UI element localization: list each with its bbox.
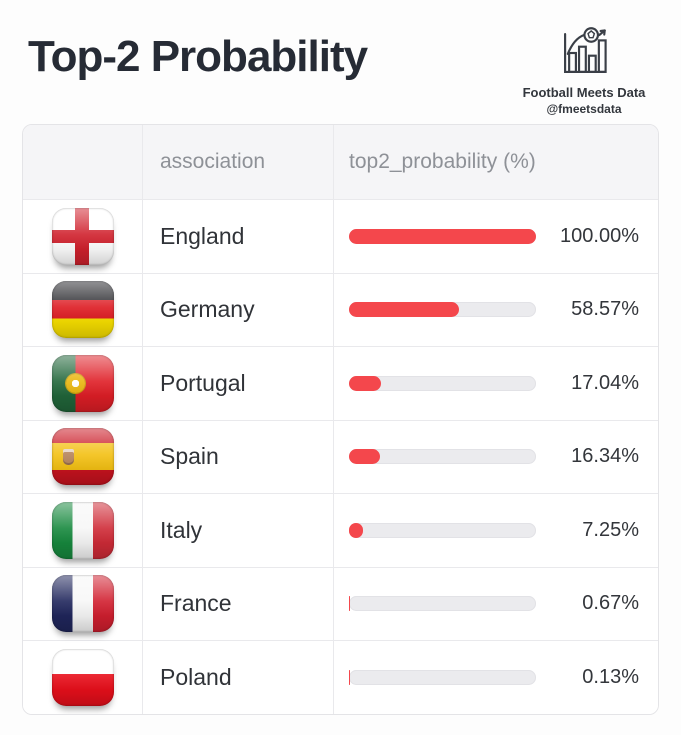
table-row: Poland 0.13% — [23, 640, 658, 714]
association-name: England — [142, 200, 333, 273]
italy-flag-icon — [51, 501, 114, 559]
brand-handle: @fmeetsdata — [546, 102, 622, 116]
probability-value: 16.34% — [571, 445, 639, 468]
header-association-column: association — [142, 125, 333, 199]
table-row: Germany 58.57% — [23, 272, 658, 347]
germany-flag-icon — [51, 281, 114, 339]
table-row: England 100.00% — [23, 199, 658, 273]
probability-value: 0.67% — [582, 592, 639, 615]
association-name: Spain — [142, 420, 333, 493]
probability-bar-fill — [349, 228, 536, 244]
probability-table: association top2_probability (%) England… — [22, 124, 659, 715]
probability-bar-fill — [349, 449, 380, 465]
probability-bar-track — [349, 302, 536, 318]
spain-emblem — [62, 449, 74, 466]
header-probability-column: top2_probability (%) — [333, 125, 658, 199]
probability-cell: 100.00% — [333, 200, 658, 273]
page-header: Top-2 Probability Football Meets Data @f… — [0, 0, 681, 124]
football-bar-chart-icon — [564, 27, 607, 73]
association-name: Italy — [142, 494, 333, 567]
probability-cell: 58.57% — [333, 273, 658, 346]
probability-bar-fill — [349, 596, 351, 612]
probability-cell: 0.13% — [333, 641, 658, 714]
portugal-flag-icon — [51, 354, 114, 412]
flag-cell — [23, 494, 142, 567]
england-flag-icon — [51, 207, 114, 265]
probability-bar-track — [349, 596, 536, 612]
probability-value: 7.25% — [582, 518, 639, 541]
probability-bar-track — [349, 375, 536, 391]
probability-bar-track — [349, 669, 536, 685]
probability-cell: 16.34% — [333, 420, 658, 493]
probability-value: 100.00% — [560, 224, 639, 247]
table-row: Italy 7.25% — [23, 493, 658, 567]
probability-bar-fill — [349, 375, 381, 391]
probability-value: 58.57% — [571, 298, 639, 321]
probability-bar-track — [349, 228, 536, 244]
brand-name: Football Meets Data — [522, 85, 646, 100]
header-flag-column — [23, 125, 142, 199]
association-name: Germany — [142, 273, 333, 346]
probability-bar-fill — [349, 522, 363, 538]
probability-bar-fill — [349, 302, 459, 318]
table-row: Portugal 17.04% — [23, 346, 658, 420]
table-row: Spain 16.34% — [23, 419, 658, 494]
association-name: France — [142, 567, 333, 640]
table-row: France 0.67% — [23, 566, 658, 641]
page-title: Top-2 Probability — [28, 32, 368, 81]
flag-cell — [23, 347, 142, 420]
probability-value: 17.04% — [571, 371, 639, 394]
probability-cell: 17.04% — [333, 347, 658, 420]
poland-flag-icon — [51, 648, 114, 706]
flag-cell — [23, 568, 142, 641]
flag-cell — [23, 200, 142, 273]
probability-bar-track — [349, 522, 536, 538]
table-header-row: association top2_probability (%) — [23, 125, 658, 199]
probability-bar-track — [349, 449, 536, 465]
association-name: Poland — [142, 641, 333, 714]
spain-flag-icon — [51, 428, 114, 486]
flag-cell — [23, 641, 142, 714]
probability-value: 0.13% — [582, 665, 639, 688]
france-flag-icon — [51, 575, 114, 633]
portugal-emblem — [65, 373, 85, 393]
flag-cell — [23, 421, 142, 494]
flag-cell — [23, 274, 142, 347]
association-name: Portugal — [142, 347, 333, 420]
probability-cell: 0.67% — [333, 567, 658, 640]
probability-cell: 7.25% — [333, 494, 658, 567]
brand-block: Football Meets Data @fmeetsdata — [505, 26, 663, 116]
